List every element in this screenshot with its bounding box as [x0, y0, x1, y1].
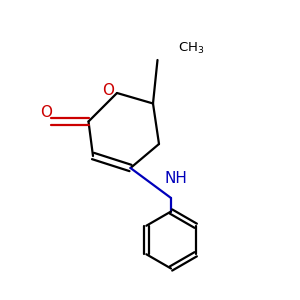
Text: O: O — [40, 105, 52, 120]
Text: CH$_3$: CH$_3$ — [178, 40, 205, 56]
Text: NH: NH — [164, 171, 187, 186]
Text: O: O — [102, 83, 114, 98]
